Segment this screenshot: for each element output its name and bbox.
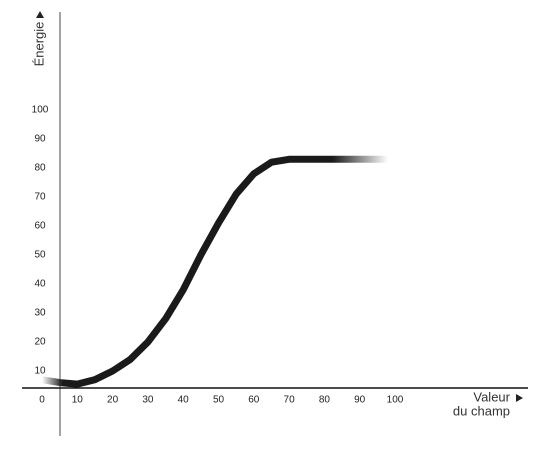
y-axis-title: Énergie — [31, 22, 46, 67]
y-axis-arrow — [36, 11, 44, 18]
y-tick-label: 50 — [34, 250, 46, 261]
y-tick-label: 70 — [34, 192, 46, 203]
y-tick-label: 60 — [34, 221, 46, 232]
x-tick-label: 50 — [213, 395, 225, 406]
y-tick-label: 40 — [34, 279, 46, 290]
y-tick-label: 30 — [34, 308, 46, 319]
x-tick-label: 60 — [248, 395, 260, 406]
x-axis-title: du champ — [453, 403, 510, 418]
x-tick-label: 90 — [354, 395, 366, 406]
y-tick-label: 20 — [34, 337, 46, 348]
line — [41, 155, 388, 388]
x-tick-label: 40 — [178, 395, 190, 406]
x-tick-label: 70 — [284, 395, 296, 406]
x-tick-label: 10 — [72, 395, 84, 406]
y-tick-label: 10 — [34, 366, 46, 377]
y-tick-label: 100 — [32, 105, 49, 116]
y-tick-label: 80 — [34, 163, 46, 174]
x-axis-title: Valeur — [473, 389, 510, 404]
y-tick-label: 90 — [34, 134, 46, 145]
x-tick-label: 0 — [39, 395, 45, 406]
x-axis-arrow — [516, 394, 523, 402]
x-tick-label: 100 — [387, 395, 404, 406]
x-tick-label: 30 — [142, 395, 154, 406]
x-tick-label: 80 — [319, 395, 331, 406]
x-tick-label: 20 — [107, 395, 119, 406]
